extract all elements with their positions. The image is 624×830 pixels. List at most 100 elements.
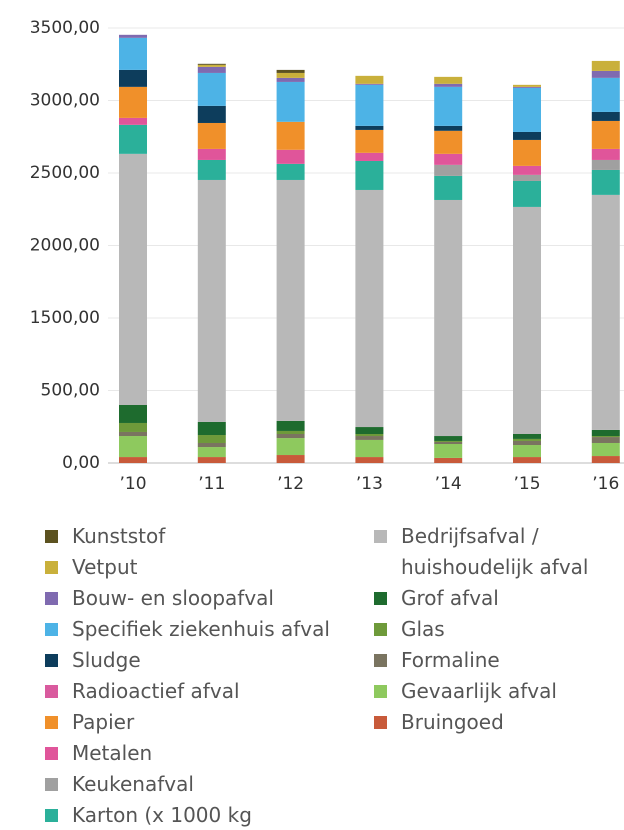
legend-label: Bedrijfsafval / huishoudelijk afval	[401, 524, 589, 579]
bar-segment	[119, 117, 147, 125]
bar-segment	[276, 69, 305, 73]
legend-swatch	[45, 654, 58, 667]
bar-segment	[513, 84, 541, 87]
bar-segment	[355, 75, 384, 84]
legend-item: Bedrijfsafval / huishoudelijk afval	[374, 521, 616, 583]
bar-segment	[119, 37, 147, 70]
bar-segment	[119, 69, 147, 87]
legend-swatch	[374, 530, 387, 543]
legend-label: Karton (x 1000 kg	[72, 803, 252, 827]
legend-item: Metalen	[45, 738, 362, 769]
bar-segment	[276, 434, 305, 439]
legend-swatch	[45, 809, 58, 822]
bar-segment	[513, 434, 541, 439]
bar-segment	[434, 444, 463, 458]
legend-item: Formaline	[374, 645, 616, 676]
bar-segment	[119, 422, 147, 432]
bar-segment	[513, 457, 541, 463]
legend-label: Bruingoed	[401, 710, 504, 734]
bar-segment	[355, 457, 384, 463]
bar-segment	[591, 436, 620, 438]
legend-swatch	[374, 654, 387, 667]
bar-segment	[355, 84, 384, 126]
bar-segment	[276, 455, 305, 463]
y-tick-label: 2000,00	[30, 236, 100, 256]
legend-item: Keukenafval	[45, 769, 362, 800]
bar-segment	[591, 77, 620, 112]
legend-item: Karton (x 1000 kg	[45, 800, 362, 830]
legend-item: Sludge	[45, 645, 362, 676]
bar-segment	[119, 153, 147, 405]
bar-segment	[513, 174, 541, 181]
legend-swatch	[45, 623, 58, 636]
bar-segment	[434, 153, 463, 165]
bar-segment	[591, 456, 620, 463]
x-tick-label: ’16	[592, 474, 619, 494]
bar-segment	[119, 436, 147, 458]
bar-segment	[355, 434, 384, 437]
legend-swatch	[374, 716, 387, 729]
bar-segment	[197, 122, 226, 149]
legend-label: Vetput	[72, 555, 138, 579]
y-tick-label: 0,00	[62, 453, 100, 473]
bar-segment	[276, 77, 305, 82]
bar-segment	[355, 439, 384, 458]
bar-segment	[197, 457, 226, 463]
chart: 0,00 500,00 1500,00 2000,00 2500,00 3000,00 35…	[30, 18, 624, 494]
bar-segment	[591, 148, 620, 160]
bar-segment	[434, 440, 463, 442]
legend-swatch	[45, 747, 58, 760]
bar-segment	[119, 86, 147, 118]
bar-segment	[513, 139, 541, 166]
legend-swatch	[45, 561, 58, 574]
y-tick-label: 2500,00	[30, 163, 100, 183]
bar-segment	[434, 457, 463, 463]
legend-label: Kunststof	[72, 524, 166, 548]
bar-segment	[197, 159, 226, 180]
bar-segment	[276, 438, 305, 456]
bar-segment	[119, 405, 147, 423]
legend-label: Formaline	[401, 648, 500, 672]
bar-segment	[513, 438, 541, 441]
legend-label: Specifiek ziekenhuis afval	[72, 617, 330, 641]
bar-segment	[276, 179, 305, 421]
legend-label: Glas	[401, 617, 445, 641]
bar-segment	[434, 76, 463, 84]
legend-label: Papier	[72, 710, 135, 734]
legend-label: Grof afval	[401, 586, 499, 610]
legend-swatch	[374, 623, 387, 636]
bar-segment	[434, 164, 463, 176]
bar-segment	[513, 445, 541, 458]
y-tick-label: 1500,00	[30, 308, 100, 328]
legend-label: Keukenafval	[72, 772, 194, 796]
legend-swatch	[374, 685, 387, 698]
bar-segment	[355, 160, 384, 190]
bar-segment	[434, 441, 463, 445]
legend-label: Radioactief afval	[72, 679, 240, 703]
bar-segment	[197, 447, 226, 458]
bar-segment	[197, 64, 226, 67]
bar-segment	[513, 86, 541, 88]
legend-swatch	[374, 592, 387, 605]
bar-segment	[513, 165, 541, 175]
bar-segment	[355, 189, 384, 428]
bar-segment	[276, 81, 305, 122]
y-tick-label: 3000,00	[30, 91, 100, 111]
bar-segment	[513, 131, 541, 140]
bar-segment	[434, 86, 463, 126]
bar-segment	[276, 430, 305, 434]
legend-swatch	[45, 530, 58, 543]
bar-segment	[197, 63, 226, 65]
x-tick-label: ’14	[435, 474, 462, 494]
bar-segment	[197, 148, 226, 160]
x-tick-label: ’13	[356, 474, 383, 494]
bar-segment	[355, 427, 384, 434]
x-tick-label: ’15	[513, 474, 540, 494]
bar-segment	[434, 436, 463, 441]
legend-swatch	[45, 778, 58, 791]
bar-segment	[513, 440, 541, 446]
legend-item: Radioactief afval	[45, 676, 362, 707]
legend-item: Grof afval	[374, 583, 616, 614]
bar-segment	[434, 199, 463, 437]
